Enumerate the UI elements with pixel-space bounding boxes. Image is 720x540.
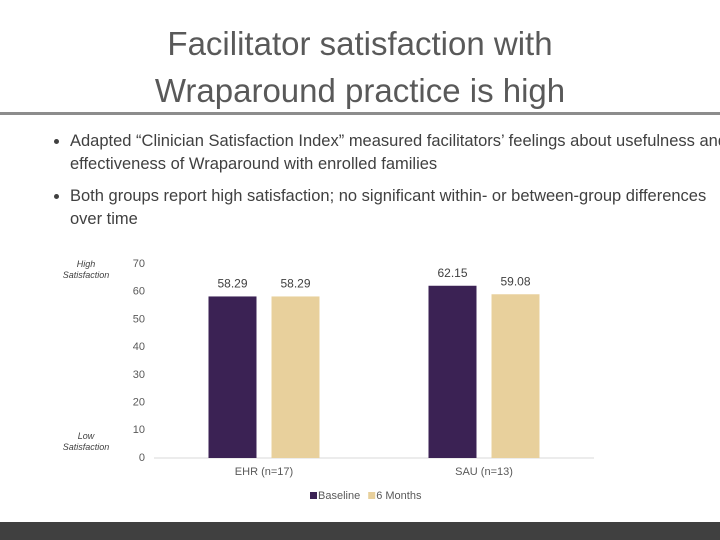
bullet: Both groups report high satisfaction; no… (70, 185, 720, 231)
legend-label: 6 Months (376, 490, 422, 502)
bar (491, 294, 540, 458)
y-tick-label: 50 (133, 313, 145, 325)
annotation: Low Satisfaction (62, 431, 110, 452)
title-rule (0, 112, 720, 115)
legend-swatch (310, 492, 317, 499)
y-tick-label: 60 (133, 286, 145, 298)
bullet: Adapted “Clinician Satisfaction Index” m… (70, 130, 720, 176)
value-label: 58.29 (217, 277, 247, 291)
y-tick-label: 70 (133, 258, 145, 270)
x-tick-label: EHR (n=17) (235, 466, 293, 478)
bar (208, 296, 257, 458)
value-label: 59.08 (500, 274, 530, 288)
value-label: 62.15 (437, 266, 467, 280)
x-tick-label: SAU (n=13) (455, 466, 513, 478)
y-tick-label: 10 (133, 424, 145, 436)
legend-swatch (368, 492, 376, 499)
legend-label: Baseline (318, 490, 360, 502)
y-tick-label: 0 (139, 452, 145, 464)
bar (428, 285, 477, 458)
value-label: 58.29 (280, 277, 310, 291)
footer-bar (0, 522, 720, 540)
chart: 0 10 20 30 40 50 60 70 EHR (n=17) 58.29 58.29 SAU (… (133, 258, 594, 502)
y-tick-label: 30 (133, 369, 145, 381)
bullet-list: Adapted “Clinician Satisfaction Index” m… (30, 130, 720, 240)
y-tick-label: 40 (133, 341, 145, 353)
y-tick-label: 20 (133, 396, 145, 408)
bar (271, 296, 320, 458)
slide-title: Facilitator satisfaction with Wraparound… (154, 25, 566, 109)
annotation: High Satisfaction (62, 259, 110, 280)
